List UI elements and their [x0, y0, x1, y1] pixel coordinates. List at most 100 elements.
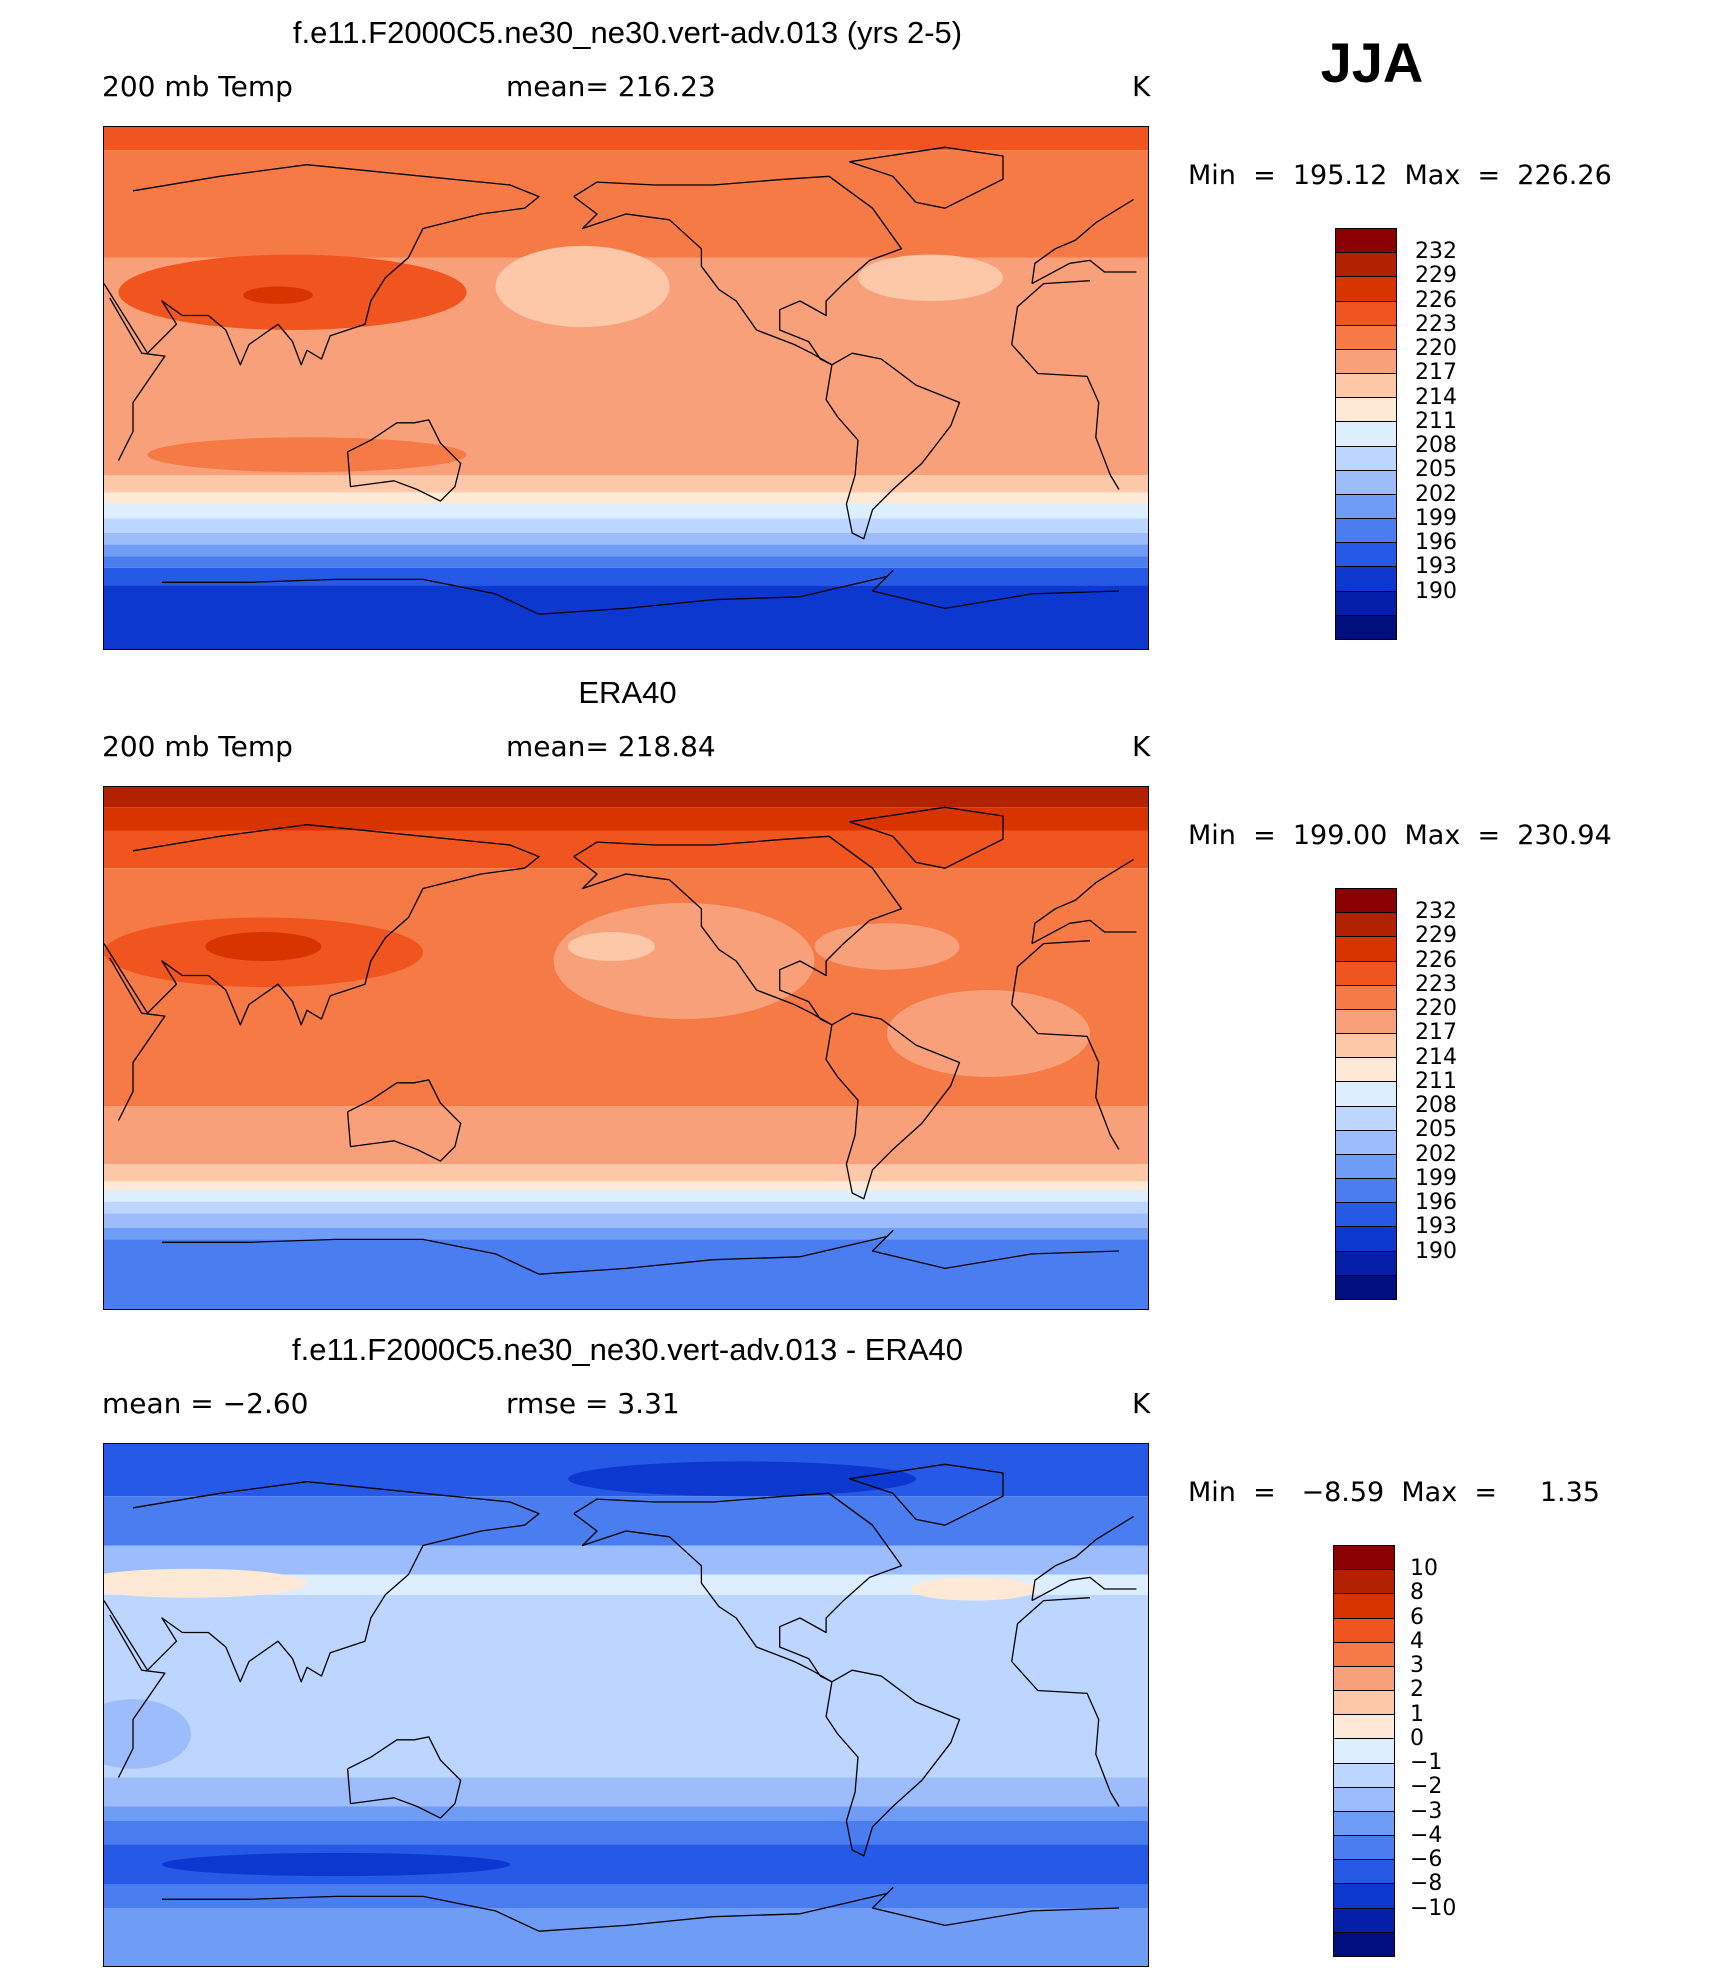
- colorbar-tick-label: 205: [1415, 457, 1457, 483]
- colorbar-tick-label: 202: [1415, 1141, 1457, 1167]
- colorbar-tick-label: 226: [1415, 287, 1457, 313]
- contour-band: [104, 544, 1148, 557]
- colorbar-swatch: [1336, 229, 1396, 254]
- coastline: [104, 824, 540, 1026]
- coastline: [538, 1887, 1120, 1932]
- colorbar-tick-label: 223: [1415, 311, 1457, 337]
- coastline: [849, 146, 1004, 209]
- colorbar-tick-label: 217: [1415, 360, 1457, 386]
- coastline: [1011, 280, 1091, 345]
- coastline: [1031, 1515, 1134, 1601]
- variable-label: 200 mb Temp: [102, 70, 293, 103]
- coastline: [346, 419, 462, 502]
- colorbar-swatch: [1336, 1082, 1396, 1107]
- units-label: K: [1132, 730, 1151, 763]
- colorbar-tick-label: 199: [1415, 1165, 1457, 1191]
- coastline: [849, 806, 1004, 869]
- coastline: [573, 1492, 903, 1683]
- colorbar-tick-label: 217: [1415, 1020, 1457, 1046]
- contour-region: [243, 286, 313, 304]
- contour-band: [104, 1574, 1148, 1595]
- coastline: [538, 570, 1120, 615]
- coastline: [1011, 1597, 1091, 1662]
- coastline: [825, 352, 961, 540]
- obs-panel: ERA40 200 mb Temp mean= 218.84 K Min = 1…: [0, 660, 1710, 1320]
- colorbar-tick-label: −3: [1410, 1798, 1443, 1824]
- colorbar-swatch: [1334, 1908, 1394, 1933]
- colorbar-tick-label: 208: [1415, 433, 1457, 459]
- contour-band: [104, 807, 1148, 831]
- colorbar-tick-label: 205: [1415, 1117, 1457, 1143]
- coastline: [162, 578, 540, 615]
- model-panel: f.e11.F2000C5.ne30_ne30.vert-adv.013 (yr…: [0, 0, 1710, 660]
- colorbar-tick-label: −8: [1410, 1871, 1443, 1897]
- colorbar: [1333, 1545, 1395, 1957]
- contour-band: [104, 518, 1148, 533]
- colorbar-swatch: [1334, 1739, 1394, 1764]
- contour-band: [104, 533, 1148, 545]
- coastline: [1031, 919, 1137, 945]
- contour-region: [887, 990, 1090, 1077]
- colorbar-tick-label: 193: [1415, 1214, 1457, 1240]
- colorbar: [1335, 888, 1397, 1300]
- coastline: [825, 1012, 961, 1200]
- colorbar-swatch: [1334, 1618, 1394, 1643]
- contour-band: [104, 1777, 1148, 1807]
- coastline: [1011, 940, 1091, 1005]
- contour-band: [104, 150, 1148, 258]
- colorbar-swatch: [1336, 591, 1396, 616]
- contour-band: [104, 1239, 1148, 1309]
- contour-band: [104, 1190, 1148, 1202]
- contour-band: [104, 1806, 1148, 1821]
- colorbar-tick-label: 2: [1410, 1677, 1424, 1703]
- colorbar-tick-label: 193: [1415, 554, 1457, 580]
- contour-band: [104, 1908, 1148, 1966]
- rmse-label: rmse = 3.31: [506, 1387, 680, 1420]
- colorbar-swatch: [1334, 1811, 1394, 1837]
- colorbar-swatch: [1336, 1227, 1396, 1252]
- colorbar-swatch: [1334, 1860, 1394, 1885]
- colorbar-swatch: [1336, 985, 1396, 1010]
- colorbar-tick-label: 229: [1415, 263, 1457, 289]
- colorbar-tick-label: 8: [1410, 1580, 1424, 1606]
- colorbar-swatch: [1334, 1691, 1394, 1716]
- colorbar-swatch: [1336, 543, 1396, 568]
- contour-band: [104, 787, 1148, 808]
- colorbar-swatch: [1334, 1546, 1394, 1571]
- contour-band: [104, 492, 1148, 504]
- panel-title: f.e11.F2000C5.ne30_ne30.vert-adv.013 - E…: [292, 1332, 963, 1367]
- colorbar-swatch: [1336, 374, 1396, 399]
- contour-band: [104, 504, 1148, 519]
- min-max-label: Min = 195.12 Max = 226.26: [1188, 160, 1612, 191]
- contour-region: [568, 932, 655, 961]
- temperature-map: [103, 126, 1149, 650]
- contour-band: [104, 556, 1148, 568]
- coastline: [162, 1895, 540, 1932]
- units-label: K: [1132, 1387, 1151, 1420]
- min-max-label: Min = 199.00 Max = 230.94: [1188, 820, 1612, 851]
- units-label: K: [1132, 70, 1151, 103]
- colorbar-swatch: [1334, 1594, 1394, 1619]
- colorbar-swatch: [1336, 446, 1396, 471]
- colorbar-tick-label: −2: [1410, 1774, 1443, 1800]
- colorbar-swatch: [1336, 1251, 1396, 1276]
- mean-label: mean= 218.84: [506, 730, 716, 763]
- colorbar-swatch: [1336, 349, 1396, 375]
- coastline: [104, 1481, 540, 1683]
- colorbar-swatch: [1336, 301, 1396, 326]
- colorbar-swatch: [1336, 1009, 1396, 1035]
- contour-band: [104, 1821, 1148, 1845]
- colorbar-swatch: [1336, 1034, 1396, 1059]
- contour-band: [104, 567, 1148, 586]
- coastline: [109, 957, 166, 1121]
- colorbar-swatch: [1336, 615, 1396, 639]
- variable-label: 200 mb Temp: [102, 730, 293, 763]
- colorbar-swatch: [1336, 889, 1396, 914]
- colorbar-swatch: [1336, 470, 1396, 495]
- colorbar-swatch: [1336, 1058, 1396, 1083]
- colorbar-swatch: [1336, 1203, 1396, 1228]
- colorbar-swatch: [1336, 277, 1396, 302]
- contour-band: [104, 1201, 1148, 1214]
- colorbar-swatch: [1336, 1106, 1396, 1131]
- contour-region: [162, 1852, 510, 1877]
